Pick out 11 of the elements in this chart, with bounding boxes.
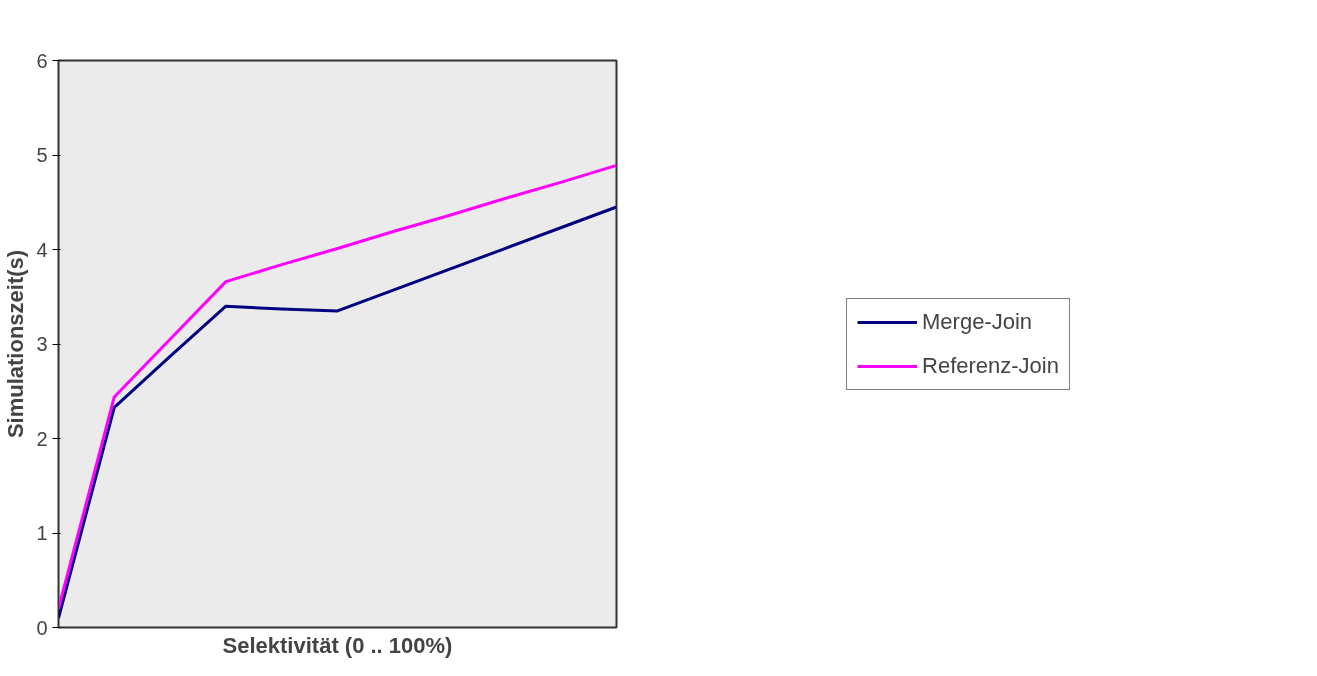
y-tick-label: 5 xyxy=(36,144,48,166)
y-tick-label: 4 xyxy=(36,238,48,261)
y-tick-label: 1 xyxy=(36,522,48,544)
y-tick-label: 2 xyxy=(36,427,48,450)
y-tick-label: 0 xyxy=(36,616,48,639)
legend-label: Referenz-Join xyxy=(922,352,1059,379)
legend-label: Merge-Join xyxy=(922,308,1033,335)
y-axis-title: Simulationszeit(s) xyxy=(3,249,29,439)
y-tick-label: 3 xyxy=(36,333,48,355)
x-axis-title: Selektivität (0 .. 100%) xyxy=(222,632,453,658)
y-tick-label: 6 xyxy=(36,49,48,72)
